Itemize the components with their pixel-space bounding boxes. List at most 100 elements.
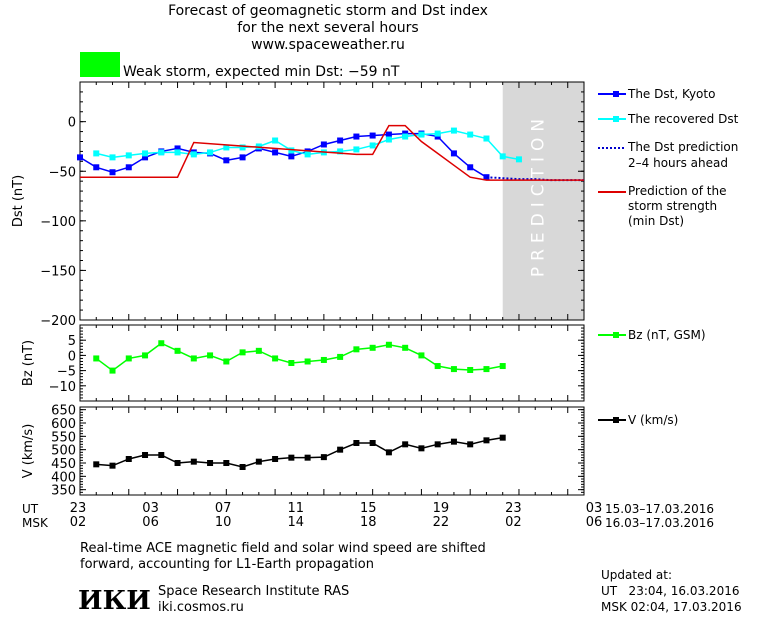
y-tick-label: −200 [40, 314, 76, 329]
bz-point [142, 352, 149, 359]
msk-row-label: MSK [22, 516, 48, 530]
kyoto-dst-point [385, 131, 392, 138]
v-point [385, 449, 392, 456]
legend-prediction-label: The Dst prediction [627, 140, 738, 154]
v-point [434, 441, 441, 448]
recovered-dst-point [239, 144, 246, 151]
v-point [369, 440, 376, 446]
recovered-dst-point [515, 156, 522, 163]
recovered-dst-point [223, 144, 230, 151]
storm-level-label: Weak storm, expected min Dst: −59 nT [123, 64, 400, 80]
v-point [450, 438, 457, 445]
institute-website[interactable]: iki.cosmos.ru [158, 600, 244, 615]
bz-point [353, 346, 360, 353]
ut-tick-label: 19 [433, 501, 450, 516]
y-tick-label: 450 [51, 457, 76, 472]
y-axis-label: Bz (nT) [21, 340, 36, 386]
legend-prediction-label2: 2–4 hours ahead [628, 156, 728, 170]
panel-frame [79, 324, 585, 402]
bz-point [239, 349, 246, 356]
kyoto-dst-point [369, 132, 376, 139]
recovered-dst-point [402, 133, 409, 140]
bz-point [434, 363, 441, 370]
msk-tick-label: 06 [586, 515, 603, 530]
kyoto-dst-point [125, 164, 132, 171]
v-point [288, 454, 295, 461]
ut-tick-label: 07 [215, 501, 232, 516]
v-point [499, 434, 506, 441]
legend-bz-label: Bz (nT, GSM) [628, 328, 706, 342]
ut-tick-label: 11 [287, 501, 304, 516]
propagation-note-line2: forward, accounting for L1-Earth propaga… [80, 557, 374, 572]
v-point [239, 464, 246, 470]
recovered-dst-point [434, 130, 441, 137]
chart-title: Forecast of geomagnetic storm and Dst in… [168, 3, 488, 19]
bz-point [467, 366, 474, 373]
bz-point [483, 366, 490, 373]
v-point [320, 454, 327, 461]
recovered-dst-point [125, 152, 132, 159]
v-point [174, 460, 181, 466]
recovered-dst-point [190, 151, 197, 158]
bz-point [272, 355, 279, 362]
bz-point [158, 340, 165, 347]
recovered-dst-point [272, 137, 279, 144]
ut-row-label: UT [22, 502, 39, 516]
recovered-dst-point [353, 146, 360, 153]
recovered-dst-point [467, 131, 474, 138]
updated-msk: MSK 02:04, 17.03.2016 [601, 600, 742, 614]
recovered-dst-point [288, 147, 295, 154]
bz-point [369, 344, 376, 351]
y-tick-label: 600 [51, 417, 76, 432]
recovered-dst-point [158, 149, 165, 156]
site-url[interactable]: www.spaceweather.ru [251, 37, 405, 53]
ut-date-range: 15.03–17.03.2016 [605, 502, 715, 516]
updated-label: Updated at: [601, 568, 672, 582]
v-point [483, 437, 490, 444]
prediction-band [502, 82, 584, 320]
legend-kyoto-label: The Dst, Kyoto [627, 87, 715, 101]
updated-ut: UT 23:04, 16.03.2016 [601, 584, 740, 598]
bz-point [190, 355, 197, 362]
legend-kyoto-marker [613, 91, 619, 97]
v-point [109, 462, 116, 469]
v-point [353, 440, 360, 446]
kyoto-dst-point [288, 153, 295, 160]
propagation-note-line1: Real-time ACE magnetic field and solar w… [80, 541, 486, 556]
v-point [158, 452, 165, 458]
msk-tick-label: 22 [433, 515, 450, 530]
recovered-dst-point [142, 150, 149, 157]
legend-strength-label2: storm strength [628, 199, 717, 213]
legend-bz-marker [613, 332, 619, 338]
iki-logo: ИКИ [78, 586, 151, 616]
y-tick-label: 350 [51, 484, 76, 499]
legend-recovered-label: The recovered Dst [627, 112, 739, 126]
ut-tick-label: 03 [142, 501, 159, 516]
bz-point [304, 358, 311, 365]
prediction-band-label: PREDICTION [528, 113, 548, 277]
bz-point [93, 355, 100, 362]
ut-tick-label: 03 [586, 501, 603, 516]
recovered-dst-point [483, 135, 490, 142]
v-point [223, 460, 230, 466]
bz-line [95, 342, 503, 372]
bz-point [402, 344, 409, 351]
kyoto-dst-point [142, 154, 149, 161]
recovered-dst-point [255, 143, 262, 150]
kyoto-dst-point [337, 137, 344, 144]
ut-tick-label: 15 [360, 501, 377, 516]
kyoto-dst-point [239, 154, 246, 161]
recovered-dst-point [337, 148, 344, 155]
msk-tick-label: 02 [505, 515, 522, 530]
bz-point [385, 341, 392, 348]
bz-point [288, 360, 295, 366]
y-tick-label: −10 [49, 380, 76, 395]
kyoto-dst-line [79, 132, 487, 178]
v-point [142, 452, 149, 458]
bz-point [320, 356, 327, 363]
storm-strength-line [80, 124, 584, 181]
legend-v-marker [613, 417, 619, 423]
bz-point [109, 367, 116, 374]
legend-strength-label: Prediction of the [628, 184, 727, 198]
